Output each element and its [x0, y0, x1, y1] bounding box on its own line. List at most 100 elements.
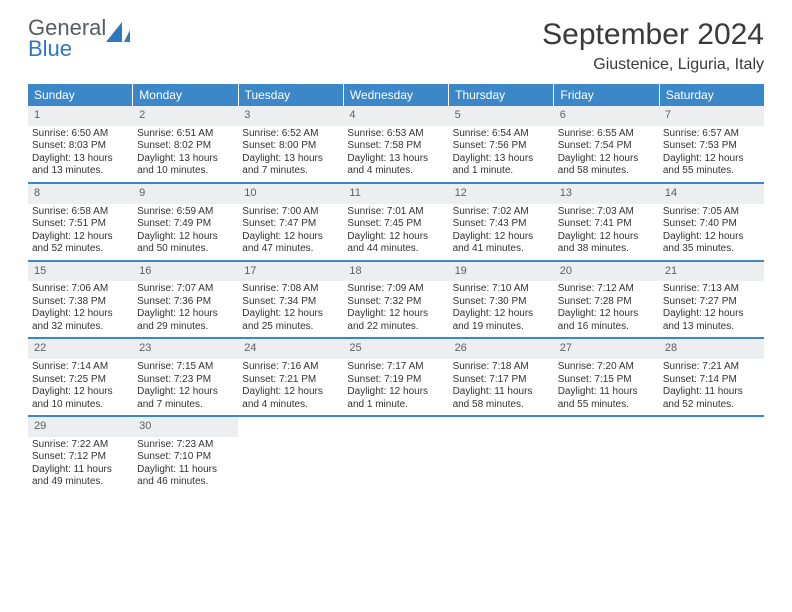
- day-body: Sunrise: 7:02 AMSunset: 7:43 PMDaylight:…: [449, 206, 554, 260]
- day-line: Sunrise: 7:13 AM: [663, 283, 760, 296]
- calendar-day: 14Sunrise: 7:05 AMSunset: 7:40 PMDayligh…: [659, 184, 764, 260]
- page-title: September 2024: [542, 18, 764, 52]
- day-line: Daylight: 12 hours: [558, 153, 655, 166]
- day-line: Daylight: 12 hours: [137, 231, 234, 244]
- day-body: Sunrise: 6:51 AMSunset: 8:02 PMDaylight:…: [133, 128, 238, 182]
- day-line: and 7 minutes.: [137, 399, 234, 412]
- calendar-day: 22Sunrise: 7:14 AMSunset: 7:25 PMDayligh…: [28, 339, 133, 415]
- day-line: Sunrise: 7:00 AM: [242, 206, 339, 219]
- day-line: Sunset: 7:17 PM: [453, 374, 550, 387]
- day-line: and 50 minutes.: [137, 243, 234, 256]
- day-body: Sunrise: 7:01 AMSunset: 7:45 PMDaylight:…: [343, 206, 448, 260]
- day-line: Sunset: 7:56 PM: [453, 140, 550, 153]
- day-line: Sunset: 7:10 PM: [137, 451, 234, 464]
- calendar-day: 27Sunrise: 7:20 AMSunset: 7:15 PMDayligh…: [554, 339, 659, 415]
- day-body: Sunrise: 6:50 AMSunset: 8:03 PMDaylight:…: [28, 128, 133, 182]
- day-number: 17: [238, 262, 343, 282]
- calendar-day: 23Sunrise: 7:15 AMSunset: 7:23 PMDayligh…: [133, 339, 238, 415]
- calendar-day: 13Sunrise: 7:03 AMSunset: 7:41 PMDayligh…: [554, 184, 659, 260]
- calendar-day: 10Sunrise: 7:00 AMSunset: 7:47 PMDayligh…: [238, 184, 343, 260]
- calendar-day: 4Sunrise: 6:53 AMSunset: 7:58 PMDaylight…: [343, 106, 448, 182]
- day-body: Sunrise: 7:08 AMSunset: 7:34 PMDaylight:…: [238, 283, 343, 337]
- calendar-week: 8Sunrise: 6:58 AMSunset: 7:51 PMDaylight…: [28, 182, 764, 260]
- day-line: Sunset: 7:12 PM: [32, 451, 129, 464]
- day-line: Sunrise: 6:51 AM: [137, 128, 234, 141]
- day-line: Sunset: 7:38 PM: [32, 296, 129, 309]
- day-number: 29: [28, 417, 133, 437]
- day-number: 2: [133, 106, 238, 126]
- day-line: Sunset: 7:43 PM: [453, 218, 550, 231]
- calendar-day: 11Sunrise: 7:01 AMSunset: 7:45 PMDayligh…: [343, 184, 448, 260]
- day-line: and 52 minutes.: [663, 399, 760, 412]
- day-line: Sunset: 7:40 PM: [663, 218, 760, 231]
- day-line: Sunset: 7:23 PM: [137, 374, 234, 387]
- day-number: 24: [238, 339, 343, 359]
- calendar-week: 15Sunrise: 7:06 AMSunset: 7:38 PMDayligh…: [28, 260, 764, 338]
- day-line: Daylight: 12 hours: [558, 231, 655, 244]
- day-line: and 10 minutes.: [32, 399, 129, 412]
- day-line: Sunrise: 6:50 AM: [32, 128, 129, 141]
- day-line: Daylight: 12 hours: [32, 231, 129, 244]
- day-line: Sunset: 8:02 PM: [137, 140, 234, 153]
- day-number: 28: [659, 339, 764, 359]
- day-line: Sunset: 7:32 PM: [347, 296, 444, 309]
- day-line: and 29 minutes.: [137, 321, 234, 334]
- day-number: 22: [28, 339, 133, 359]
- logo-text-bottom: Blue: [28, 39, 106, 60]
- day-number: 5: [449, 106, 554, 126]
- day-body: Sunrise: 6:53 AMSunset: 7:58 PMDaylight:…: [343, 128, 448, 182]
- day-line: Daylight: 13 hours: [347, 153, 444, 166]
- day-line: Sunset: 7:30 PM: [453, 296, 550, 309]
- day-line: Daylight: 12 hours: [242, 231, 339, 244]
- day-line: Sunset: 7:28 PM: [558, 296, 655, 309]
- day-number: 27: [554, 339, 659, 359]
- day-line: Sunrise: 7:01 AM: [347, 206, 444, 219]
- day-line: Sunset: 7:15 PM: [558, 374, 655, 387]
- day-body: Sunrise: 6:57 AMSunset: 7:53 PMDaylight:…: [659, 128, 764, 182]
- calendar-day: 5Sunrise: 6:54 AMSunset: 7:56 PMDaylight…: [449, 106, 554, 182]
- weekday-header: Sunday Monday Tuesday Wednesday Thursday…: [28, 84, 764, 106]
- day-number: 7: [659, 106, 764, 126]
- day-line: Daylight: 12 hours: [663, 308, 760, 321]
- day-body: Sunrise: 7:15 AMSunset: 7:23 PMDaylight:…: [133, 361, 238, 415]
- day-number: 26: [449, 339, 554, 359]
- day-line: Sunset: 7:45 PM: [347, 218, 444, 231]
- day-line: Sunset: 7:47 PM: [242, 218, 339, 231]
- day-line: Sunrise: 7:02 AM: [453, 206, 550, 219]
- day-line: and 10 minutes.: [137, 165, 234, 178]
- day-body: Sunrise: 7:18 AMSunset: 7:17 PMDaylight:…: [449, 361, 554, 415]
- day-line: Sunset: 7:41 PM: [558, 218, 655, 231]
- day-body: Sunrise: 6:52 AMSunset: 8:00 PMDaylight:…: [238, 128, 343, 182]
- day-line: Sunrise: 7:03 AM: [558, 206, 655, 219]
- day-line: and 1 minute.: [453, 165, 550, 178]
- day-body: Sunrise: 7:06 AMSunset: 7:38 PMDaylight:…: [28, 283, 133, 337]
- calendar-day: 26Sunrise: 7:18 AMSunset: 7:17 PMDayligh…: [449, 339, 554, 415]
- calendar-day: 28Sunrise: 7:21 AMSunset: 7:14 PMDayligh…: [659, 339, 764, 415]
- calendar-day: 24Sunrise: 7:16 AMSunset: 7:21 PMDayligh…: [238, 339, 343, 415]
- weekday-label: Monday: [133, 84, 238, 106]
- day-number: 12: [449, 184, 554, 204]
- day-line: Sunrise: 7:12 AM: [558, 283, 655, 296]
- day-number: 20: [554, 262, 659, 282]
- day-line: Sunrise: 7:06 AM: [32, 283, 129, 296]
- weekday-label: Sunday: [28, 84, 133, 106]
- day-number: 30: [133, 417, 238, 437]
- day-line: Sunrise: 7:17 AM: [347, 361, 444, 374]
- day-line: and 7 minutes.: [242, 165, 339, 178]
- day-line: and 47 minutes.: [242, 243, 339, 256]
- day-body: Sunrise: 7:10 AMSunset: 7:30 PMDaylight:…: [449, 283, 554, 337]
- calendar-day: 18Sunrise: 7:09 AMSunset: 7:32 PMDayligh…: [343, 262, 448, 338]
- day-line: and 16 minutes.: [558, 321, 655, 334]
- day-line: Sunrise: 6:59 AM: [137, 206, 234, 219]
- day-line: and 4 minutes.: [242, 399, 339, 412]
- day-line: Sunrise: 7:16 AM: [242, 361, 339, 374]
- day-body: Sunrise: 7:14 AMSunset: 7:25 PMDaylight:…: [28, 361, 133, 415]
- day-body: Sunrise: 7:21 AMSunset: 7:14 PMDaylight:…: [659, 361, 764, 415]
- calendar-day: 2Sunrise: 6:51 AMSunset: 8:02 PMDaylight…: [133, 106, 238, 182]
- calendar-day: 29Sunrise: 7:22 AMSunset: 7:12 PMDayligh…: [28, 417, 133, 493]
- calendar-day: 25Sunrise: 7:17 AMSunset: 7:19 PMDayligh…: [343, 339, 448, 415]
- day-number: 18: [343, 262, 448, 282]
- calendar-day: 20Sunrise: 7:12 AMSunset: 7:28 PMDayligh…: [554, 262, 659, 338]
- day-line: Daylight: 12 hours: [347, 308, 444, 321]
- day-line: Sunrise: 7:10 AM: [453, 283, 550, 296]
